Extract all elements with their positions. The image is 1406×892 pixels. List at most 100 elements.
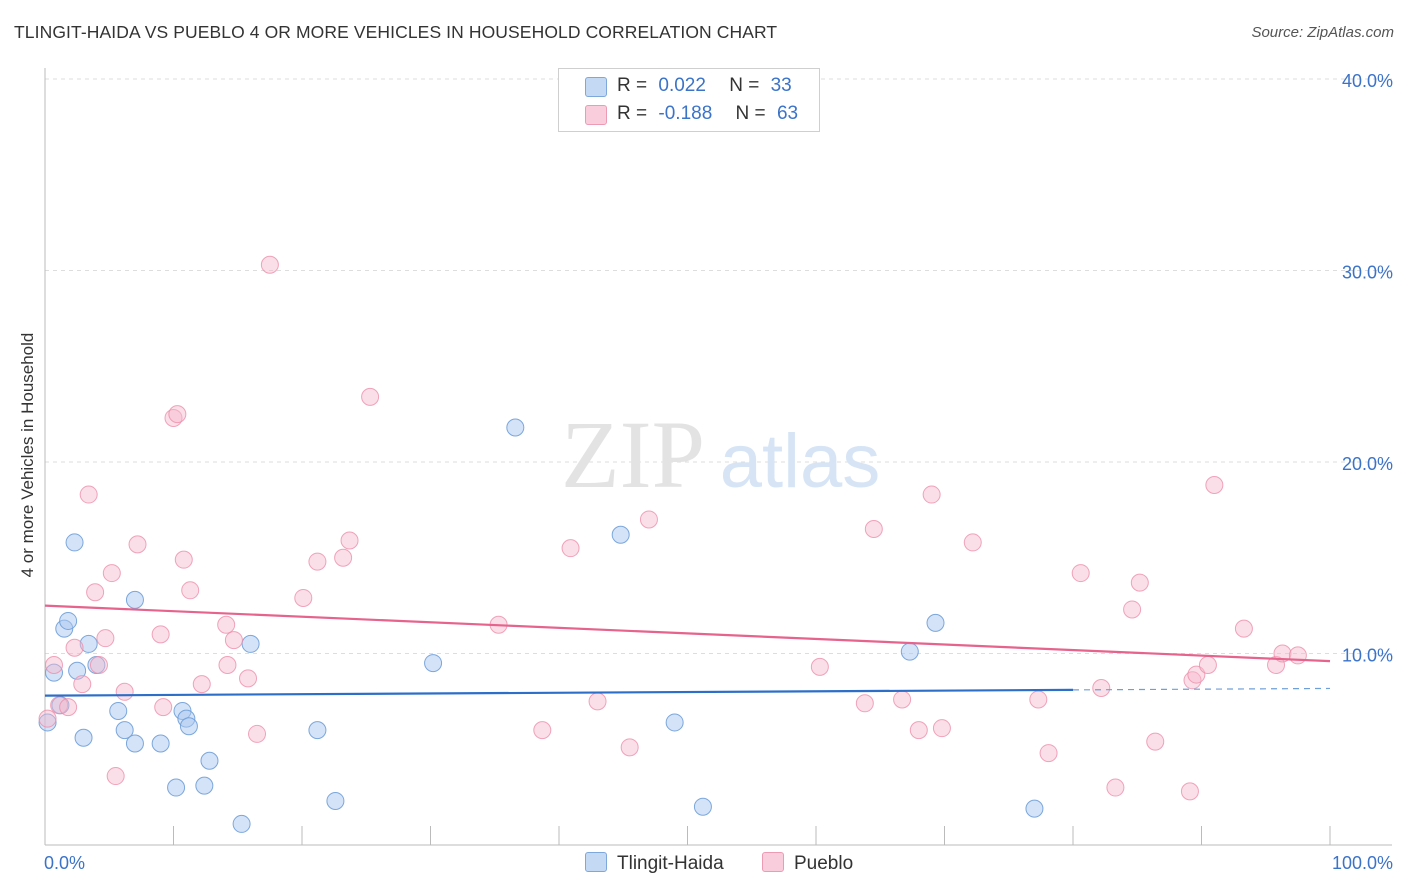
data-point-pueblo (893, 690, 912, 709)
data-point-tlingit-haida (424, 654, 443, 673)
data-point-pueblo (620, 738, 639, 757)
data-point-pueblo (151, 625, 170, 644)
data-point-pueblo (1029, 690, 1048, 709)
legend-n-value: 33 (770, 75, 792, 96)
data-point-pueblo (1205, 475, 1224, 494)
data-point-pueblo (588, 692, 607, 711)
data-point-pueblo (1106, 778, 1125, 797)
data-point-tlingit-haida (68, 661, 87, 680)
data-point-pueblo (1039, 744, 1058, 763)
watermark-atlas: atlas (720, 419, 881, 504)
legend: R = 0.022 N = 33 R = -0.188 N = 63 (558, 68, 820, 132)
data-point-tlingit-haida (195, 776, 214, 795)
data-point-tlingit-haida (167, 778, 186, 797)
y-tick-label: 20.0% (1342, 454, 1393, 474)
data-point-pueblo (1234, 619, 1253, 638)
data-point-pueblo (561, 539, 580, 558)
data-point-pueblo (65, 638, 84, 657)
data-point-pueblo (864, 520, 883, 539)
watermark: ZIP atlas (561, 401, 880, 508)
data-point-tlingit-haida (151, 734, 170, 753)
data-point-tlingit-haida (232, 814, 251, 833)
data-point-pueblo (1071, 564, 1090, 583)
data-point-tlingit-haida (326, 791, 345, 810)
series-tlingit-haida (38, 418, 1044, 833)
bottom-legend-swatch-pink (762, 852, 784, 872)
data-point-pueblo (294, 588, 313, 607)
data-point-pueblo (1267, 655, 1286, 674)
data-point-pueblo (174, 550, 193, 569)
data-point-pueblo (115, 682, 134, 701)
y-tick-label: 30.0% (1342, 263, 1393, 283)
legend-n-label: N = (735, 103, 766, 124)
data-point-pueblo (38, 709, 57, 728)
data-point-tlingit-haida (44, 663, 63, 682)
data-point-pueblo (217, 615, 236, 634)
tick-labels: 10.0% 20.0% 30.0% 40.0% 0.0% 100.0% (44, 71, 1393, 873)
data-point-tlingit-haida (38, 713, 57, 732)
y-tick-label: 10.0% (1342, 646, 1393, 666)
legend-r-label: R = (617, 75, 648, 96)
legend-n-value: 63 (776, 103, 799, 124)
data-point-pueblo (106, 767, 125, 786)
legend-r-label: R = (617, 103, 648, 124)
data-point-pueblo (1146, 732, 1165, 751)
data-point-pueblo (79, 485, 98, 504)
data-point-tlingit-haida (665, 713, 684, 732)
grid (45, 78, 1392, 654)
data-point-pueblo (102, 564, 121, 583)
data-point-pueblo (909, 721, 928, 740)
data-point-pueblo (218, 655, 237, 674)
legend-swatch-blue (585, 77, 607, 97)
bottom-legend-pueblo: Pueblo (762, 852, 853, 875)
y-tick-label: 40.0% (1342, 71, 1393, 91)
data-point-tlingit-haida (900, 642, 919, 661)
data-point-pueblo (932, 719, 951, 738)
data-point-tlingit-haida (79, 634, 98, 653)
data-point-pueblo (340, 531, 359, 550)
data-point-pueblo (128, 535, 147, 554)
data-point-pueblo (639, 510, 658, 529)
bottom-legend-swatch-blue (585, 852, 607, 872)
data-point-tlingit-haida (1025, 799, 1044, 818)
data-point-pueblo (922, 485, 941, 504)
axes (44, 68, 1392, 846)
data-point-pueblo (86, 583, 105, 602)
legend-swatch-pink (585, 105, 607, 125)
data-point-pueblo (73, 675, 92, 694)
trend-line-tlingit-haida (44, 688, 1074, 697)
data-point-pueblo (533, 721, 552, 740)
data-point-pueblo (1180, 782, 1199, 801)
data-point-tlingit-haida (59, 611, 78, 630)
data-point-pueblo (192, 675, 211, 694)
data-point-tlingit-haida (109, 701, 128, 720)
data-point-tlingit-haida (308, 721, 327, 740)
data-point-pueblo (361, 387, 380, 406)
data-point-pueblo (59, 698, 78, 717)
series-pueblo (38, 255, 1307, 801)
data-point-pueblo (239, 669, 258, 688)
data-point-pueblo (154, 698, 173, 717)
data-point-tlingit-haida (125, 734, 144, 753)
data-point-tlingit-haida (65, 533, 84, 552)
data-point-pueblo (50, 696, 69, 715)
data-point-pueblo (1187, 665, 1206, 684)
data-point-tlingit-haida (115, 721, 134, 740)
data-point-pueblo (1130, 573, 1149, 592)
data-point-pueblo (89, 655, 108, 674)
legend-r-value: 0.022 (658, 75, 706, 96)
legend-r-value: -0.188 (658, 103, 713, 124)
data-point-pueblo (334, 548, 353, 567)
data-point-pueblo (308, 552, 327, 571)
data-point-pueblo (44, 655, 63, 674)
trend-lines (44, 604, 1331, 697)
data-point-tlingit-haida (506, 418, 525, 437)
bottom-legend-label: Pueblo (794, 853, 854, 874)
data-point-tlingit-haida (125, 590, 144, 609)
data-point-tlingit-haida (200, 751, 219, 770)
data-point-pueblo (224, 631, 243, 650)
data-point-pueblo (96, 629, 115, 648)
data-point-tlingit-haida (179, 717, 198, 736)
data-point-pueblo (181, 581, 200, 600)
trend-line-tlingit-haida-extension (1072, 687, 1331, 691)
